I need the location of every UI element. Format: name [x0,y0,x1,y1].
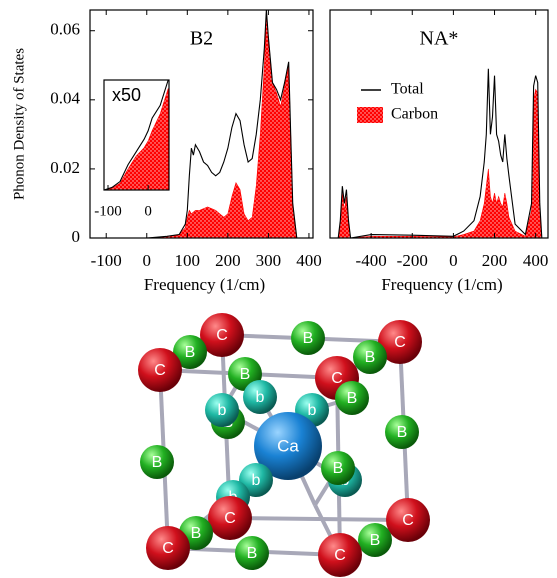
x-tick-label: 0 [144,203,152,219]
y-axis-label: Phonon Density of States [11,48,27,200]
x-tick-label: 0 [449,251,458,270]
atom [146,526,190,570]
atom-label: b [308,402,317,419]
atom [205,393,239,427]
area [90,9,298,239]
atom-label: C [224,510,236,527]
atom [173,335,207,369]
x-tick-label: 400 [296,251,322,270]
atom-label: B [333,460,344,477]
atom-label: C [216,327,228,344]
y-tick-label: 0.06 [50,20,80,39]
atom [208,496,252,540]
axes-frame [89,9,314,239]
atom [200,313,244,357]
atom [254,412,322,480]
x-tick-label: 100 [175,251,201,270]
atom [358,523,392,557]
atom-label: B [370,532,381,549]
x-tick-label: 0 [143,251,152,270]
y-tick-label: 0.02 [50,158,80,177]
line [103,79,169,191]
atom-label: B [185,344,196,361]
atom-label: Ca [277,436,299,455]
x-axis-label: Frequency (1/cm) [144,275,265,294]
atom-label: C [402,512,414,529]
atom-label: B [152,454,163,471]
charts: -100 0 100 200 300 400 0 0.02 0.04 0.06 B2 Frequenc… [11,9,549,294]
atom [138,348,182,392]
atom-label: B [347,390,358,407]
atom-label: B [303,330,314,347]
area [103,88,169,191]
atom [321,451,355,485]
x-axis-label: Frequency (1/cm) [381,275,502,294]
y-tick-label: 0.04 [50,89,80,108]
atom [235,536,269,570]
x-tick-label: -100 [94,203,122,219]
atom-label: B [397,424,408,441]
panel: -100 0 x50 [94,79,170,219]
atom-label: C [331,370,343,387]
line [90,9,298,239]
legend-label: Total [391,81,424,98]
crystal-structure: CCBBCCBBBbbbBBBCabbbBCCBBCCB [138,313,430,577]
x-tick-label: 200 [482,251,508,270]
atom [385,415,419,449]
atom-label: C [162,540,174,557]
line [330,68,543,239]
chart-title: B2 [190,28,213,50]
atom-label: C [154,362,166,379]
x-tick-label: -100 [91,251,122,270]
atom [243,380,277,414]
axes-frame [329,9,549,239]
panel: -400 -200 0 200 400 NA* Frequency (1/cm) Total C… [329,9,549,294]
bond [229,516,409,522]
legend-label: Carbon [391,106,438,123]
atom-label: b [252,472,261,489]
x-tick-label: 400 [523,251,549,270]
atom-label: B [247,545,258,562]
panel: -100 0 100 200 300 400 0 0.02 0.04 0.06 B2 Frequenc… [11,9,322,294]
atom-label: C [334,547,346,564]
x-tick-label: 300 [256,251,282,270]
atom [335,381,369,415]
atom [291,321,325,355]
atom-label: C [394,334,406,351]
atom [318,533,362,577]
legend-swatch [357,107,383,123]
atom [140,445,174,479]
atom-label: B [191,525,202,542]
atom [353,340,387,374]
axes-frame [103,79,170,191]
chart-title: NA* [420,28,459,50]
x-tick-label: 200 [215,251,241,270]
atom [378,320,422,364]
x-tick-label: -400 [356,251,387,270]
atom [386,498,430,542]
atom-label: B [240,366,251,383]
atom-label: b [256,389,265,406]
atom-label: B [365,349,376,366]
annotation: x50 [112,85,141,105]
x-tick-label: -200 [397,251,428,270]
y-tick-label: 0 [72,227,81,246]
atom-label: b [218,402,227,419]
